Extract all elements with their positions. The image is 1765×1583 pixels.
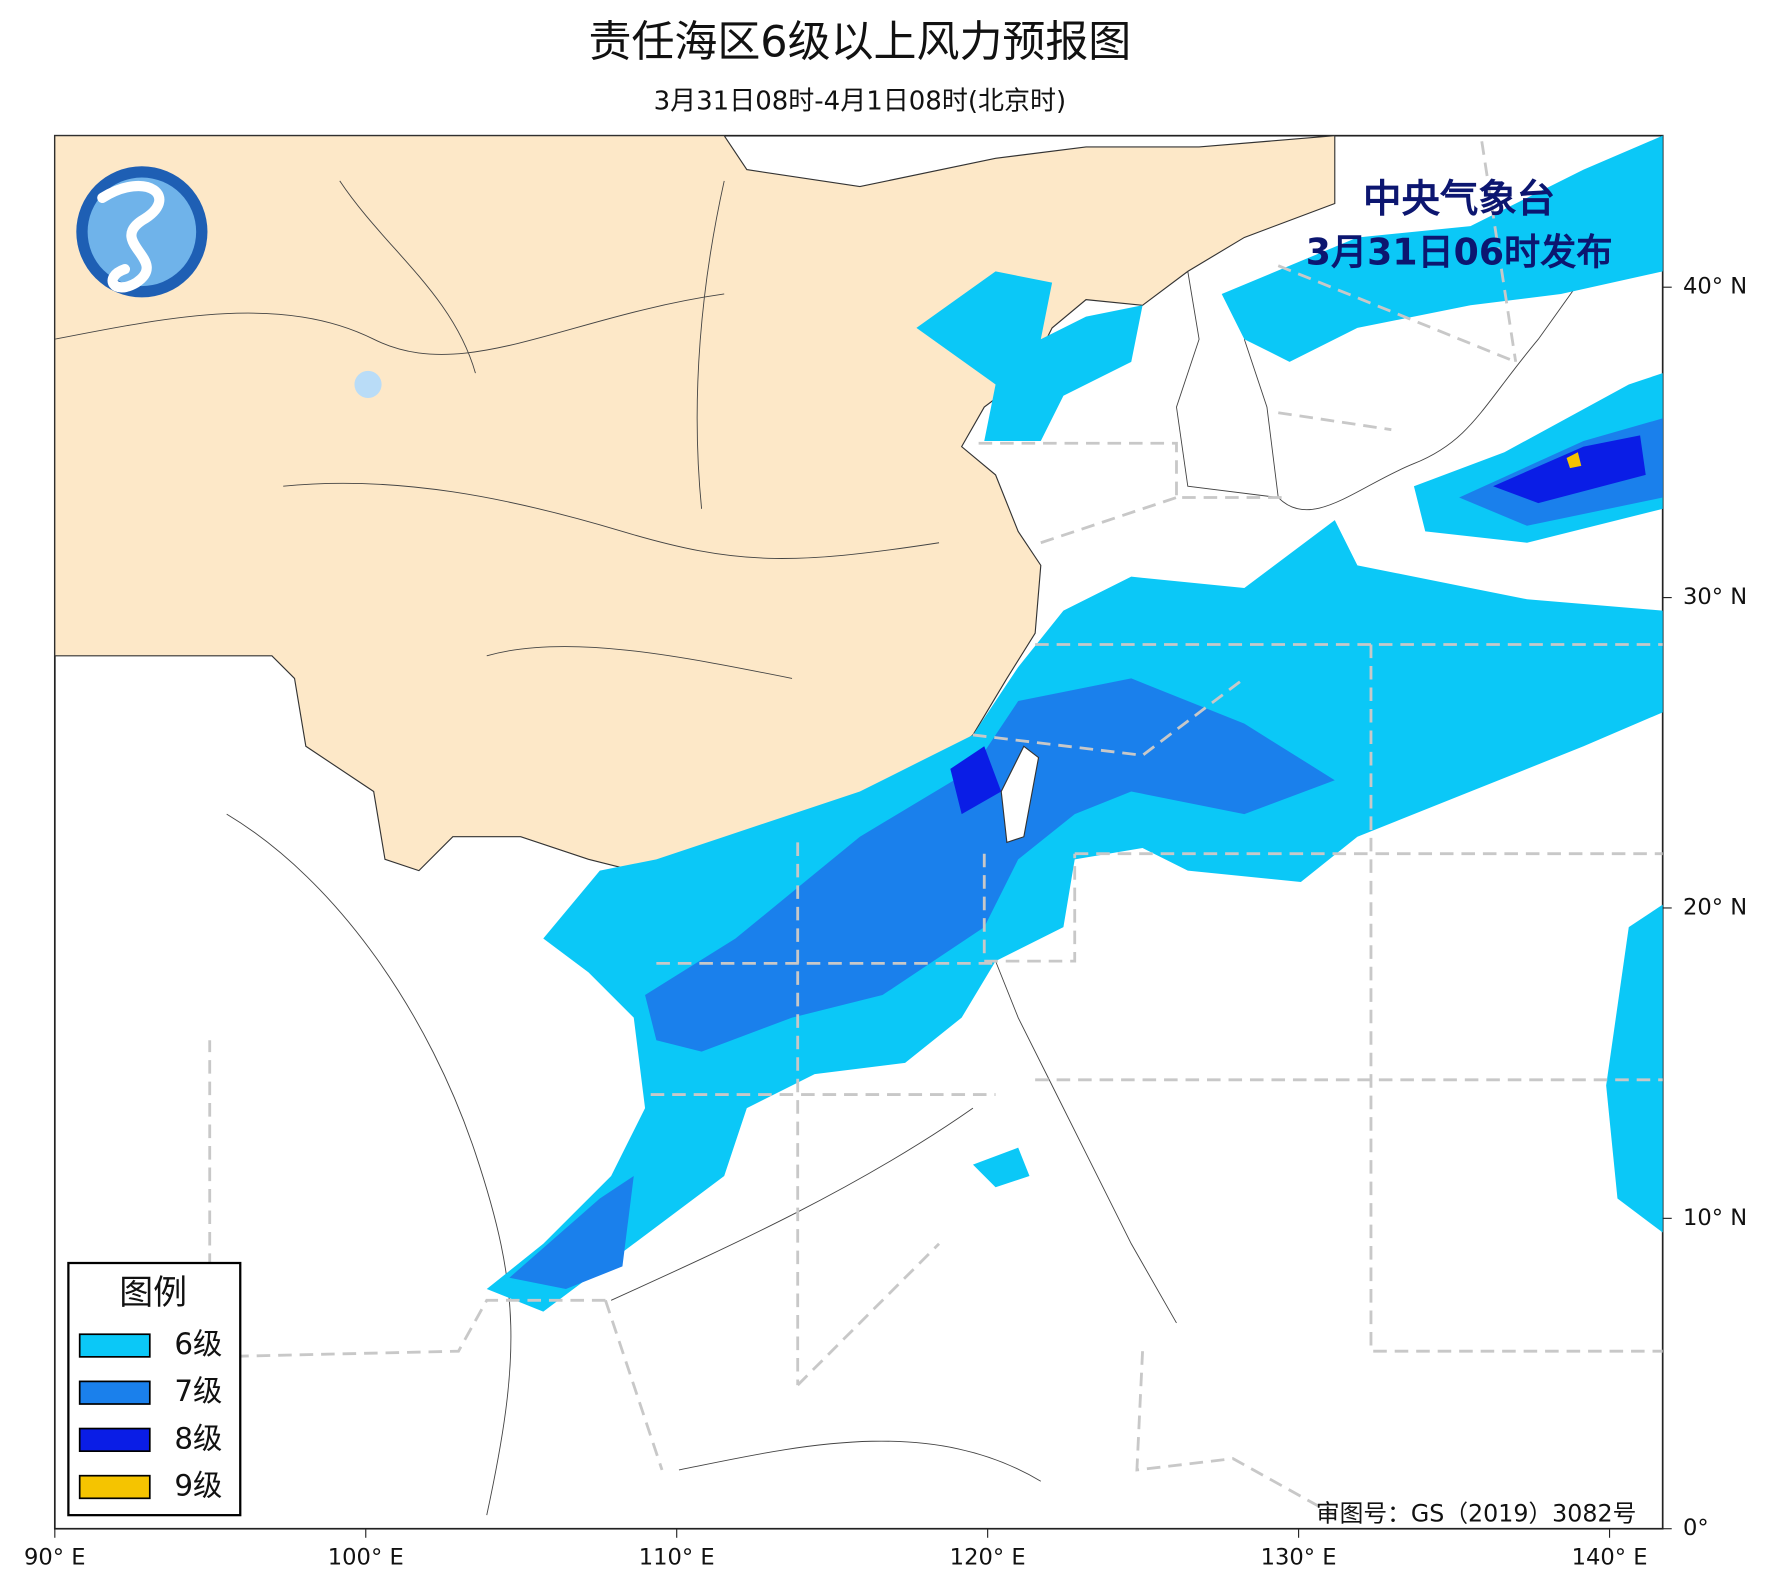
- issue-time: 3月31日06时发布: [1306, 230, 1613, 273]
- review-number: 审图号：GS（2019）3082号: [1316, 1500, 1636, 1528]
- wind-area: [972, 1147, 1030, 1188]
- y-tick-label: 20° N: [1683, 894, 1747, 920]
- legend-swatch: [78, 1333, 151, 1358]
- y-tick-label: 10° N: [1683, 1205, 1747, 1231]
- ticks: 90° E 100° E 110° E 120° E 130° E 140° E 0° 10°…: [24, 274, 1747, 1571]
- x-tick-label: 130° E: [1261, 1545, 1337, 1571]
- wind-area: [645, 678, 1335, 1052]
- x-tick-label: 110° E: [639, 1545, 715, 1571]
- taiwan: [1000, 745, 1040, 844]
- x-tick-label: 120° E: [950, 1545, 1026, 1571]
- y-tick-label: 30° N: [1683, 584, 1747, 610]
- legend-title: 图例: [119, 1273, 187, 1312]
- legend-swatch: [78, 1380, 151, 1405]
- wind-areas: [486, 135, 1663, 1312]
- legend-label: 8级: [174, 1421, 222, 1455]
- wind-area: [1493, 435, 1646, 504]
- map: [53, 134, 1664, 1530]
- x-tick-label: 140° E: [1572, 1545, 1648, 1571]
- wind-area: [916, 271, 1143, 441]
- wind-area: [1606, 904, 1663, 1233]
- wind-area: [509, 1175, 634, 1290]
- x-tick-label: 100° E: [328, 1545, 404, 1571]
- legend-label: 6级: [174, 1327, 222, 1361]
- legend: 图例 6级 7级 8级 9级: [67, 1261, 242, 1517]
- sea-area-lines: [208, 141, 1663, 1517]
- x-tick-label: 90° E: [24, 1545, 86, 1571]
- issuer: 中央气象台: [1363, 177, 1555, 222]
- legend-label: 7级: [174, 1374, 222, 1408]
- legend-swatch: [78, 1474, 151, 1500]
- y-tick-label: 0°: [1683, 1515, 1709, 1541]
- logo: [76, 166, 208, 298]
- title: 责任海区6级以上风力预报图: [589, 18, 1132, 68]
- y-tick-label: 40° N: [1683, 274, 1747, 300]
- wind-area: [950, 746, 1002, 815]
- lake: [354, 370, 382, 399]
- subtitle: 3月31日08时-4月1日08时(北京时): [654, 86, 1067, 116]
- legend-label: 9级: [174, 1469, 222, 1503]
- borders: [54, 180, 1596, 1516]
- wind-area: [486, 520, 1663, 1312]
- wind-area: [1566, 452, 1582, 469]
- legend-swatch: [78, 1427, 151, 1453]
- wind-area: [1221, 135, 1663, 362]
